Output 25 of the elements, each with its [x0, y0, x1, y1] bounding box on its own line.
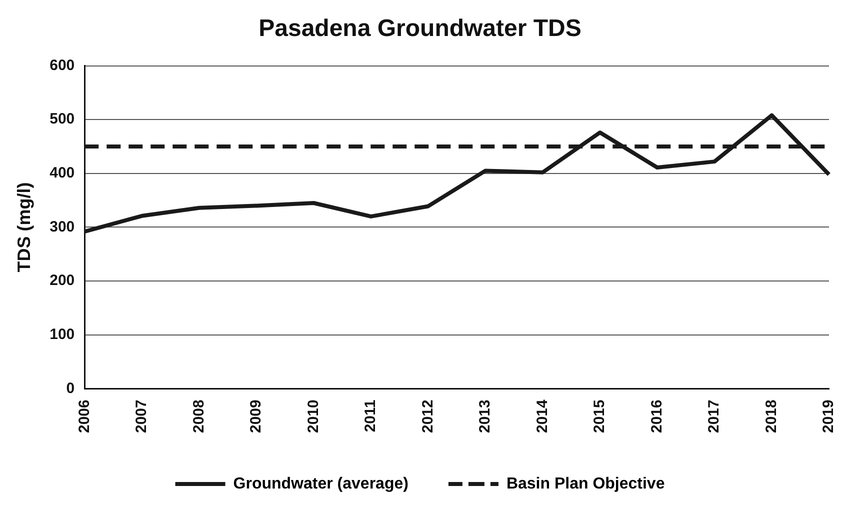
x-tick-label: 2011 — [362, 400, 380, 432]
y-axis-title: TDS (mg/l) — [14, 182, 34, 272]
x-tick-label: 2007 — [133, 400, 150, 434]
x-tick-label: 2009 — [248, 400, 265, 434]
y-tick-label: 300 — [50, 218, 75, 236]
x-tick-label: 2012 — [419, 400, 436, 434]
y-tick-label: 400 — [50, 164, 75, 182]
x-tick-label: 2010 — [304, 400, 322, 434]
x-tick-label: 2013 — [476, 400, 494, 434]
legend-label: Basin Plan Objective — [506, 475, 665, 492]
x-tick-label: 2018 — [762, 400, 780, 434]
legend-label: Groundwater (average) — [233, 475, 408, 492]
x-tick-label: 2014 — [534, 398, 551, 434]
y-tick-label: 600 — [50, 56, 75, 74]
x-tick-label: 2015 — [591, 400, 608, 434]
y-tick-label: 100 — [50, 326, 75, 343]
y-tick-label: 200 — [50, 272, 75, 290]
x-tick-label: 2006 — [76, 400, 93, 434]
x-tick-label: 2019 — [820, 400, 838, 434]
x-tick-label: 2017 — [706, 400, 723, 434]
y-tick-label: 500 — [50, 110, 75, 128]
x-tick-label: 2008 — [190, 400, 208, 434]
chart-title: Pasadena Groundwater TDS — [258, 15, 582, 42]
y-tick-label: 0 — [66, 380, 75, 397]
x-tick-label: 2016 — [648, 400, 666, 434]
